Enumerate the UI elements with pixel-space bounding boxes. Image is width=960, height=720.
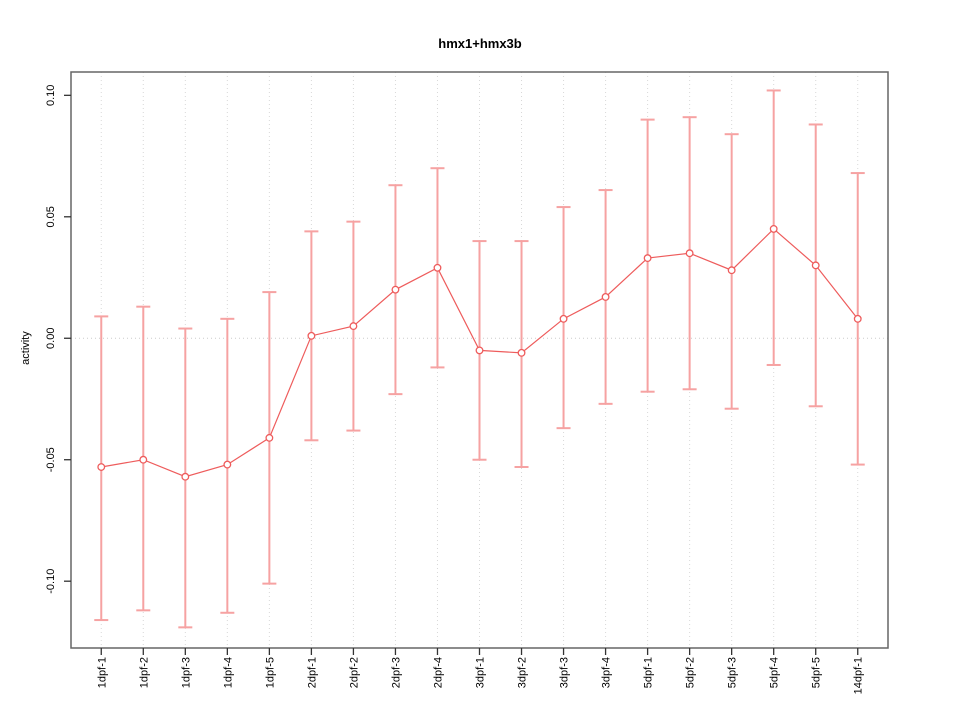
data-point [265, 433, 274, 442]
y-tick-label: 0.00 [45, 328, 57, 349]
data-point [475, 346, 484, 355]
data-point [559, 314, 568, 323]
data-point [97, 463, 106, 471]
x-tick-label: 1dpf-4 [222, 657, 234, 688]
y-tick-label: -0.05 [45, 447, 57, 472]
data-point [727, 266, 736, 275]
x-tick-label: 2dpf-2 [348, 657, 360, 688]
x-tick-label: 5dpf-2 [685, 657, 697, 688]
data-point [853, 314, 862, 323]
y-tick-label: 0.05 [45, 206, 57, 227]
x-tick-label: 1dpf-2 [138, 657, 150, 688]
x-tick-label: 2dpf-1 [306, 657, 318, 688]
x-tick-label: 1dpf-1 [96, 657, 108, 688]
x-tick-label: 3dpf-1 [475, 657, 487, 688]
y-axis-title: activity [20, 331, 32, 365]
data-point [307, 331, 316, 340]
x-tick-label: 5dpf-5 [811, 657, 823, 688]
data-point [139, 455, 148, 464]
data-point [517, 348, 526, 357]
x-tick-label: 5dpf-1 [643, 657, 655, 688]
x-tick-label: 1dpf-5 [264, 657, 276, 688]
data-point [181, 472, 190, 481]
x-tick-label: 3dpf-4 [601, 657, 613, 688]
x-tick-label: 2dpf-4 [432, 657, 444, 688]
data-point [391, 285, 400, 294]
data-point [223, 460, 232, 469]
data-point [685, 249, 694, 258]
x-tick-label: 3dpf-3 [559, 657, 571, 688]
chart-title: hmx1+hmx3b [438, 36, 522, 51]
x-tick-label: 3dpf-2 [517, 657, 529, 688]
data-point [349, 322, 358, 331]
data-point [643, 254, 652, 263]
x-tick-label: 1dpf-3 [180, 657, 192, 688]
x-tick-label: 2dpf-3 [390, 657, 402, 688]
x-tick-label: 5dpf-4 [769, 657, 781, 688]
y-tick-label: 0.10 [45, 85, 57, 106]
data-point [769, 224, 778, 233]
y-tick-label: -0.10 [45, 569, 57, 594]
data-point [601, 293, 610, 301]
data-point [433, 263, 442, 272]
x-tick-label: 14dpf-1 [853, 657, 865, 694]
x-tick-label: 5dpf-3 [727, 657, 739, 688]
data-point [811, 261, 820, 270]
